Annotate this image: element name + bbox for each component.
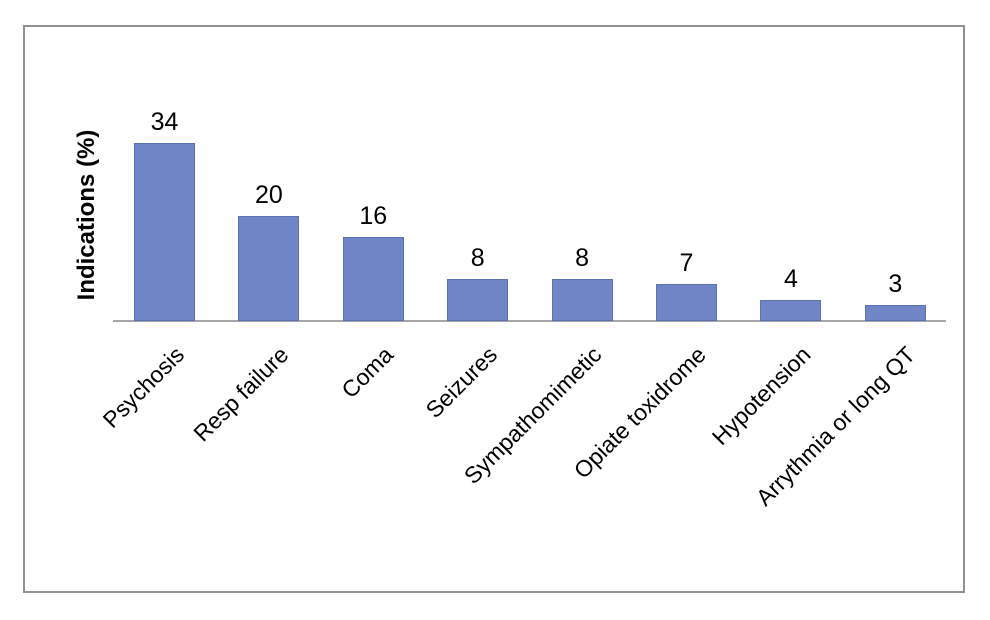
- y-axis-title: Indications (%): [73, 129, 100, 301]
- bar-sympathomimetic: [551, 279, 613, 321]
- bar-resp-failure: [238, 216, 300, 321]
- value-label-sympathomimetic: 8: [575, 244, 590, 272]
- value-label-seizures: 8: [470, 244, 485, 272]
- value-label-coma: 16: [359, 202, 388, 230]
- bar-opiate-toxidrome: [656, 284, 717, 321]
- bar-arrythmia-or-long-qt: [864, 305, 926, 321]
- bar-psychosis: [134, 142, 195, 321]
- value-label-psychosis: 34: [150, 107, 179, 136]
- value-label-hypotension: 4: [783, 265, 798, 293]
- bar-hypotension: [760, 300, 822, 321]
- x-axis-line: [113, 320, 946, 322]
- bar-coma: [342, 237, 404, 321]
- bar-seizures: [447, 279, 509, 321]
- value-label-opiate-toxidrome: 7: [679, 249, 694, 278]
- value-label-arrythmia-or-long-qt: 3: [888, 270, 903, 299]
- value-label-resp-failure: 20: [254, 181, 283, 209]
